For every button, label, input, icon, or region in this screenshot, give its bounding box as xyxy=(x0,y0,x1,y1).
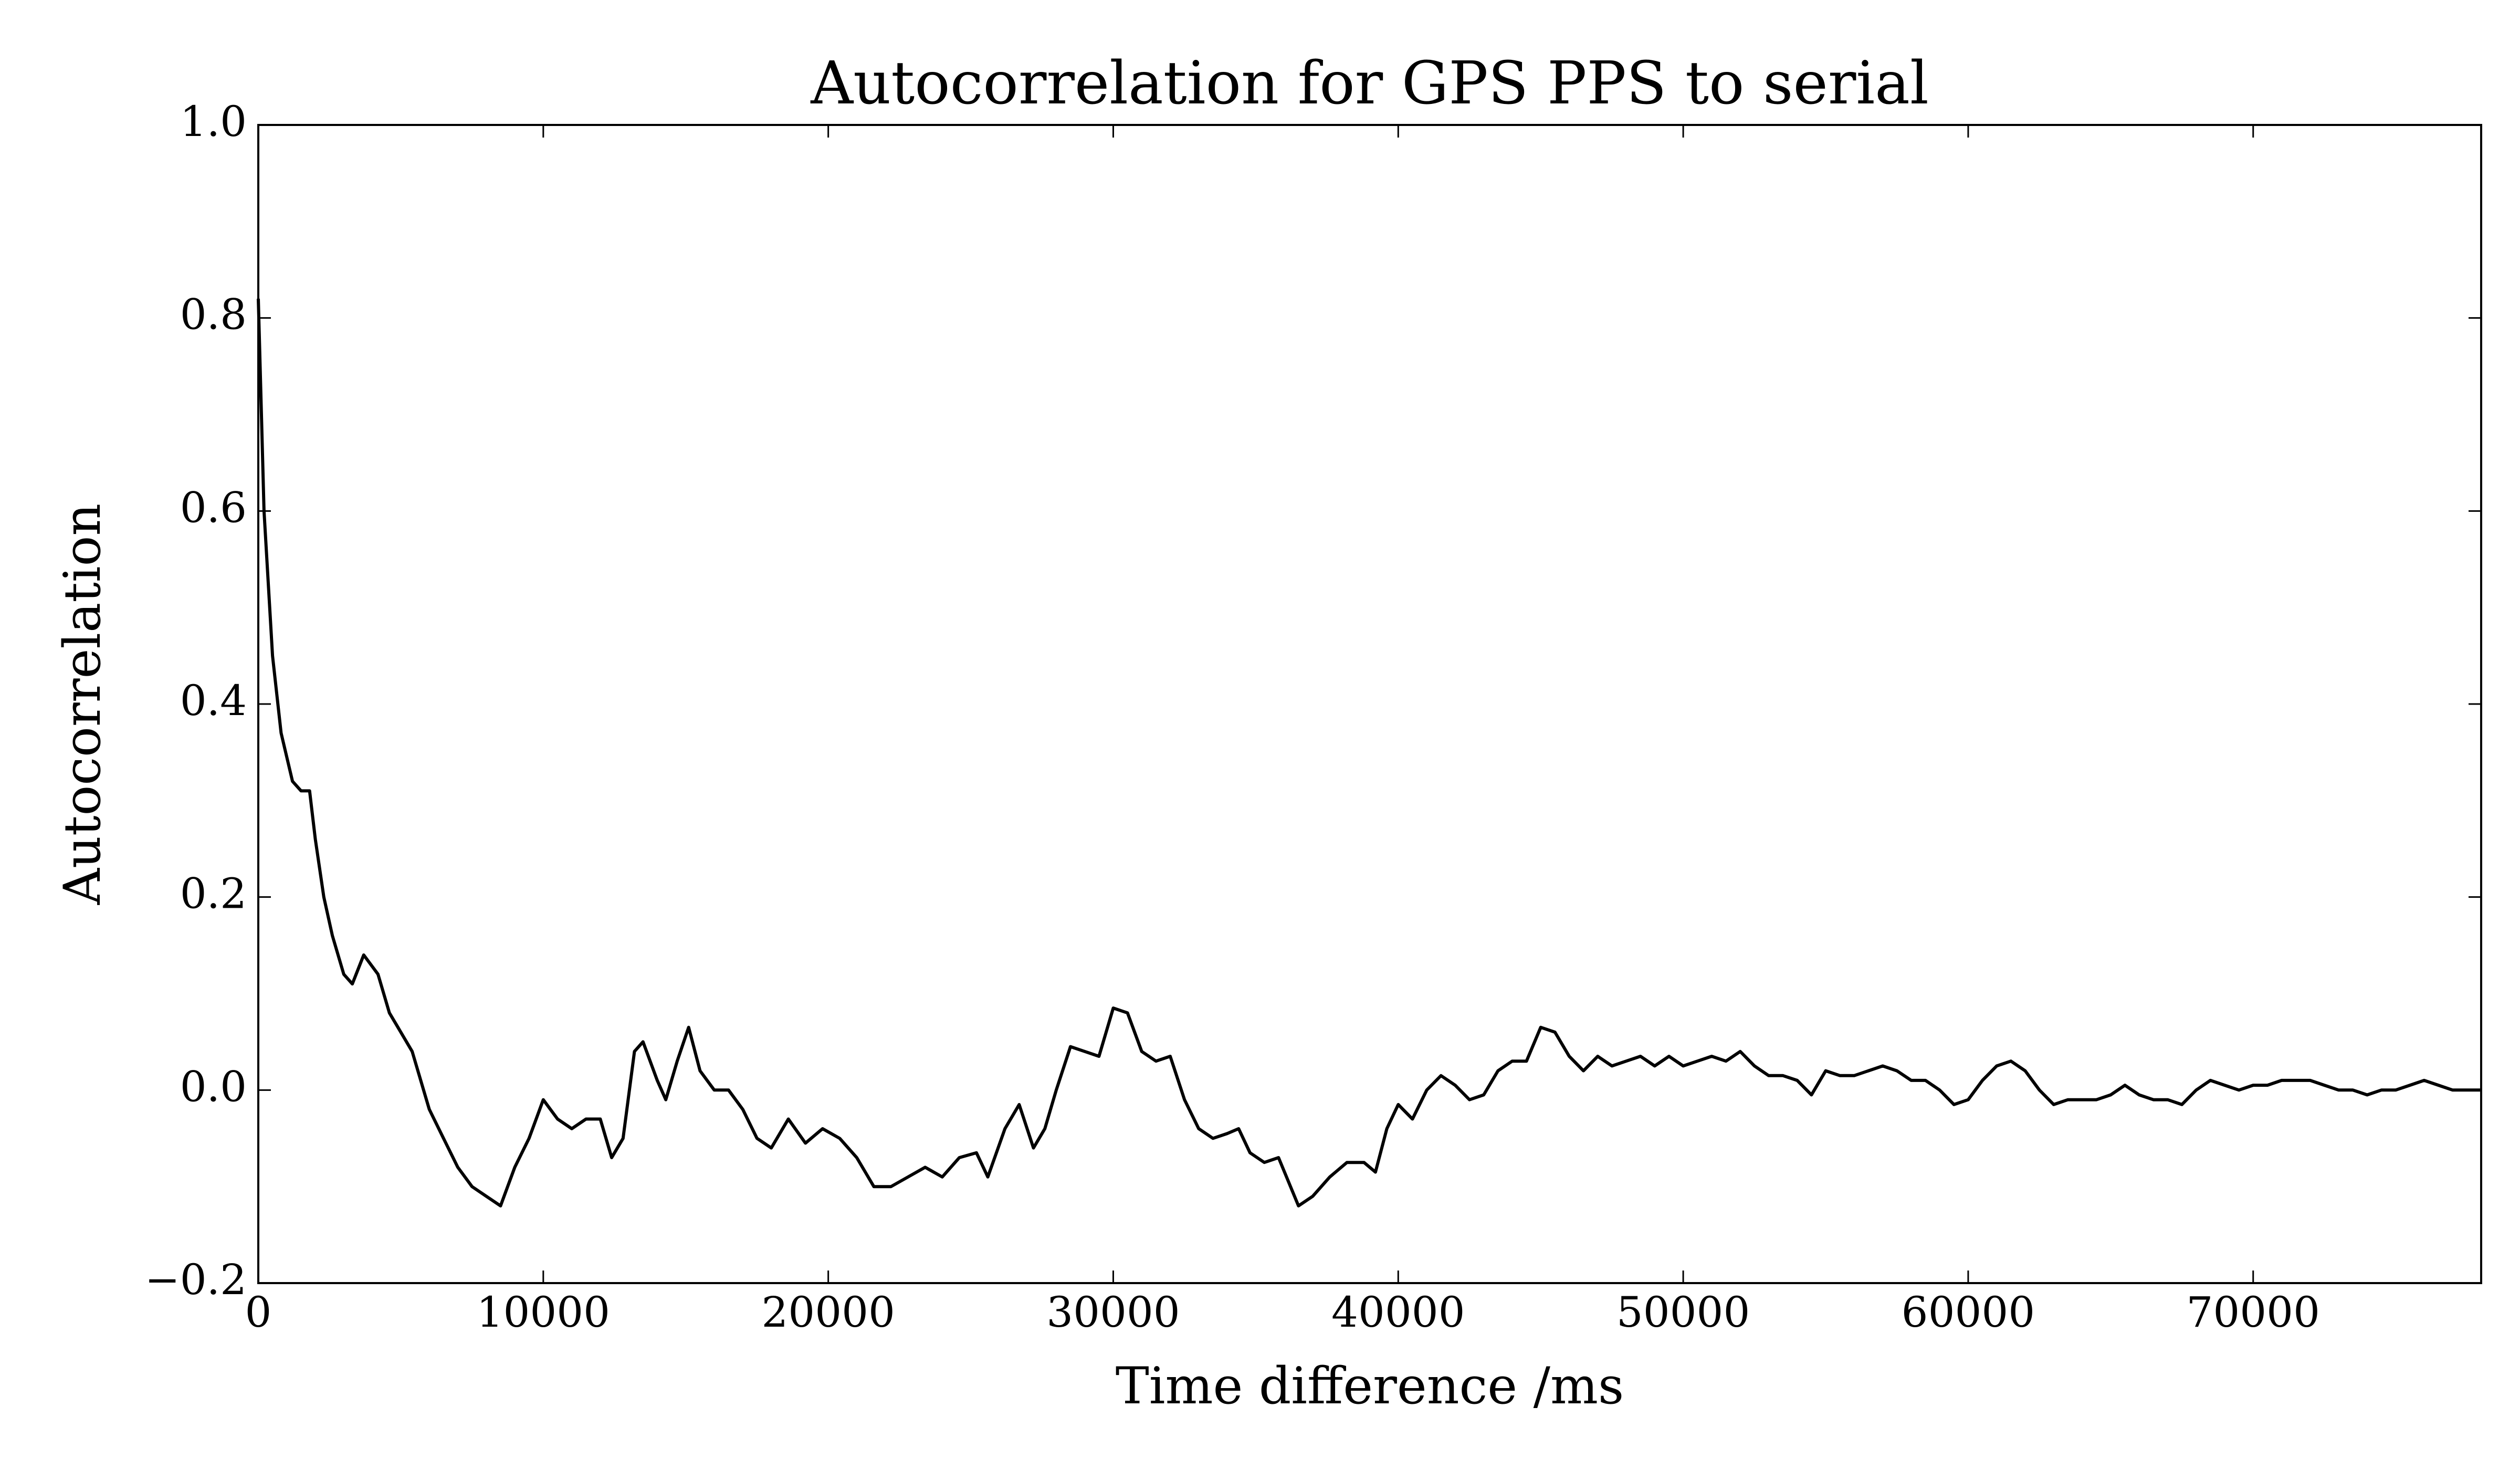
x-tick-label: 10000 xyxy=(477,1288,611,1337)
plot-frame xyxy=(257,124,2482,1284)
x-tick-label: 50000 xyxy=(1616,1288,1750,1337)
y-tick-label: 1.0 xyxy=(180,97,247,146)
x-tick-label: 70000 xyxy=(2186,1288,2320,1337)
x-axis-label: Time difference /ms xyxy=(1116,1357,1624,1415)
x-tick-label: 30000 xyxy=(1046,1288,1180,1337)
y-tick-label: 0.0 xyxy=(180,1062,247,1111)
y-tick-label: 0.6 xyxy=(180,483,247,532)
x-tick-label: 20000 xyxy=(761,1288,895,1337)
y-tick-label: 0.8 xyxy=(180,290,247,339)
y-tick-label: 0.4 xyxy=(180,676,247,725)
x-tick-label: 40000 xyxy=(1331,1288,1465,1337)
chart-title: Autocorrelation for GPS PPS to serial xyxy=(810,49,1929,118)
y-axis-label: Autocorrelation xyxy=(53,503,112,906)
data-line xyxy=(257,298,2481,1208)
x-tick-label: 0 xyxy=(245,1288,272,1337)
y-tick-label: 0.2 xyxy=(180,869,247,918)
x-tick-label: 60000 xyxy=(1902,1288,2035,1337)
y-tick-label: −0.2 xyxy=(145,1255,247,1304)
